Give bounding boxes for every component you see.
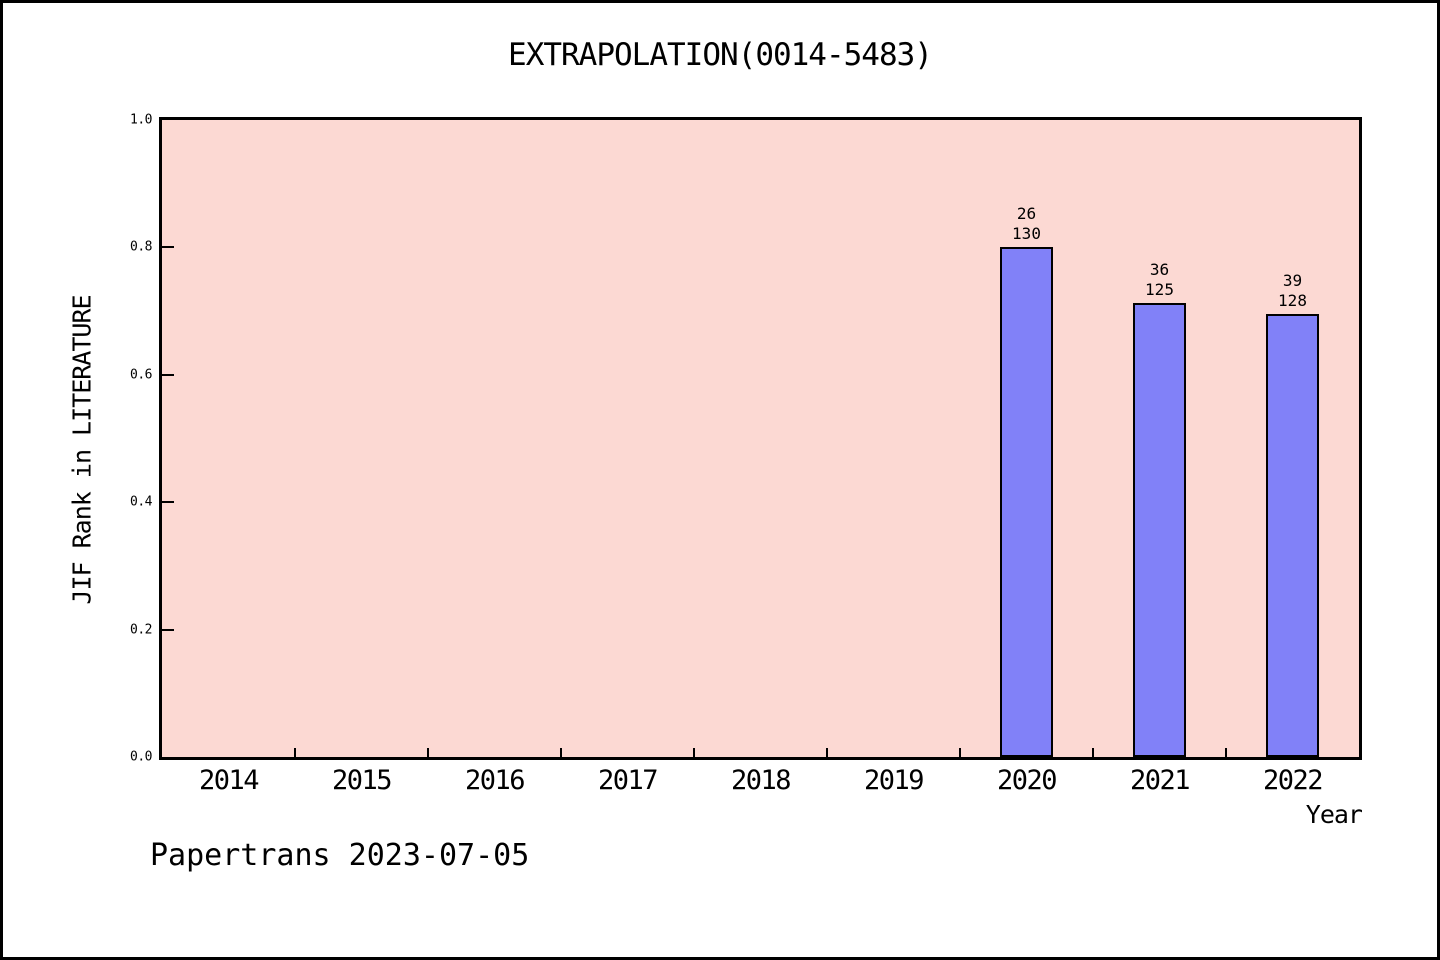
x-tick-label-2018: 2018: [730, 765, 792, 796]
y-tick-label-1.0: 1.0: [130, 112, 152, 128]
x-axis-tick: [1092, 748, 1094, 757]
x-tick-label-2016: 2016: [464, 765, 526, 796]
plot-area: 26 130 36 125 39 128: [159, 117, 1362, 760]
x-axis-title: Year: [1305, 800, 1363, 829]
x-axis-tick: [1225, 748, 1227, 757]
y-axis-tick: [162, 246, 174, 249]
y-axis-tick: [162, 628, 174, 631]
bar-2020: [1000, 247, 1053, 757]
y-axis-title: JIF Rank in LITERATURE: [67, 295, 97, 605]
bar-value-label-2021: 36 125: [1145, 260, 1174, 300]
x-tick-label-2021: 2021: [1129, 765, 1191, 796]
bar-2022: [1266, 314, 1319, 757]
x-tick-label-2019: 2019: [863, 765, 925, 796]
y-tick-label-0.2: 0.2: [130, 622, 152, 638]
x-axis-tick: [959, 748, 961, 757]
bar-value-label-2020: 26 130: [1012, 204, 1041, 244]
x-tick-label-2017: 2017: [597, 765, 659, 796]
y-tick-label-0.0: 0.0: [130, 749, 152, 765]
x-tick-label-2015: 2015: [331, 765, 393, 796]
x-axis-tick: [294, 748, 296, 757]
x-tick-label-2014: 2014: [198, 765, 260, 796]
y-tick-label-0.8: 0.8: [130, 239, 152, 255]
x-axis-tick: [427, 748, 429, 757]
x-axis-tick: [693, 748, 695, 757]
bar-2021: [1133, 303, 1186, 757]
x-axis-tick: [560, 748, 562, 757]
x-tick-label-2022: 2022: [1262, 765, 1324, 796]
x-tick-label-2020: 2020: [996, 765, 1058, 796]
footer-caption: Papertrans 2023-07-05: [150, 838, 530, 873]
chart-title: EXTRAPOLATION(0014-5483): [508, 37, 933, 73]
y-axis-tick: [162, 501, 174, 504]
x-axis-tick: [826, 748, 828, 757]
y-tick-label-0.6: 0.6: [130, 367, 152, 383]
y-axis-tick: [162, 373, 174, 376]
y-tick-label-0.4: 0.4: [130, 494, 152, 510]
bar-value-label-2022: 39 128: [1278, 271, 1307, 311]
